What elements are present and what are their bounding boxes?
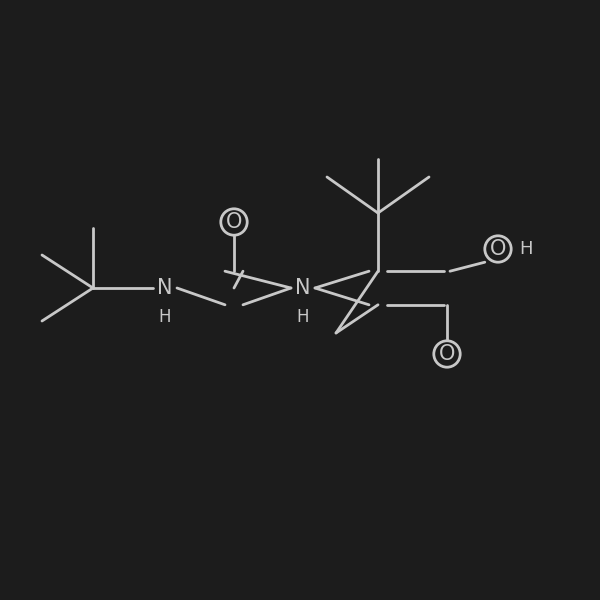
Text: O: O	[226, 212, 242, 232]
Text: H: H	[159, 308, 171, 326]
Text: N: N	[295, 278, 311, 298]
Text: O: O	[490, 239, 506, 259]
Circle shape	[485, 236, 511, 262]
Text: O: O	[439, 344, 455, 364]
Text: N: N	[157, 278, 173, 298]
Circle shape	[221, 209, 247, 235]
Text: H: H	[519, 240, 533, 258]
Text: H: H	[297, 308, 309, 326]
Circle shape	[434, 341, 460, 367]
